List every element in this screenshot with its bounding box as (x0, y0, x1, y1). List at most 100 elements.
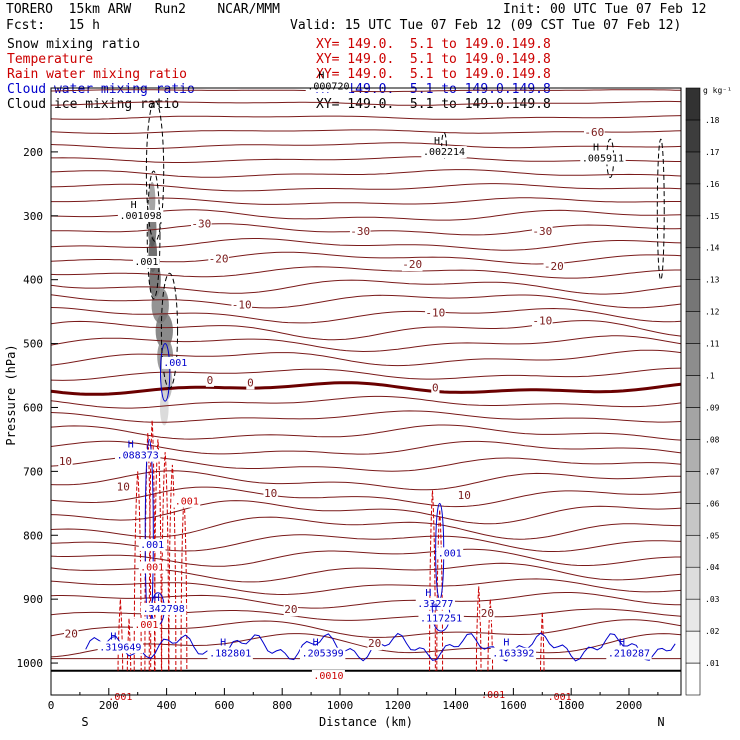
cloud-water-max: .182801 (209, 649, 251, 660)
isotherm (51, 424, 681, 441)
colorbar-label: .16 (705, 180, 720, 189)
colorbar-label: .01 (705, 659, 720, 668)
x-axis-north-label: N (657, 715, 664, 729)
rain-contour (436, 509, 444, 671)
colorbar-band (685, 183, 701, 217)
colorbar-band (685, 215, 701, 249)
colorbar-label: .17 (705, 148, 720, 157)
cloud-water-max-bg (490, 647, 537, 660)
contour-label: .001 (163, 358, 187, 369)
snow-shading (148, 181, 156, 218)
colorbar-band (685, 151, 701, 185)
contour-label-bg (132, 255, 160, 268)
isotherm-label: -60 (584, 126, 604, 139)
cloud-water-max-h: H (154, 593, 160, 604)
cloud-ice-max: .001098 (120, 211, 162, 222)
isotherm-label: 20 (65, 627, 78, 640)
isotherm-label-bg (58, 455, 73, 468)
cloud-water-max: .33277 (417, 599, 453, 610)
field-name: Snow mixing ratio (7, 37, 141, 52)
colorbar-band (685, 87, 701, 121)
contour-label: .0010 (313, 671, 343, 682)
colorbar-label: .09 (705, 403, 720, 412)
cloud-water-max-bg (114, 449, 161, 462)
isotherm (51, 279, 681, 295)
cloud-water-max-h: H (425, 588, 431, 599)
contour-label: .001 (134, 257, 158, 268)
colorbar-label: .15 (705, 212, 720, 221)
isotherm-label-bg (457, 489, 472, 502)
isotherm (51, 578, 681, 596)
isotherm (51, 183, 681, 192)
isotherm-label-bg (543, 261, 565, 274)
y-axis-label: Pressure (hPa) (4, 344, 18, 445)
isotherm (51, 548, 681, 567)
isotherm-label: 0 (207, 374, 214, 387)
isotherm-label-bg (425, 307, 446, 320)
x-axis-label: Distance (km) (319, 715, 413, 729)
colorbar-band (685, 630, 701, 664)
cloud-water-max-h: H (220, 638, 226, 649)
cloud-ice-max-bg (117, 209, 164, 222)
cloud-water-max-bg (418, 612, 464, 625)
y-tick-label: 1000 (17, 657, 44, 670)
cloud-water-max-h: H (431, 603, 437, 614)
isotherm-label-bg (401, 259, 423, 272)
cloud-water-max: .117251 (420, 614, 462, 625)
colorbar-band (685, 439, 701, 472)
isotherm-label: -20 (544, 260, 564, 273)
cloud-ice-contour (441, 132, 447, 159)
cloud-ice-max-h: H (131, 200, 137, 211)
isotherm (51, 349, 681, 367)
isotherm (51, 500, 681, 525)
colorbar-band (685, 662, 701, 696)
cloud-water-contour (144, 438, 154, 632)
isotherm-label: -20 (209, 252, 229, 265)
colorbar-label: .08 (705, 435, 720, 444)
isotherm-label-bg (283, 604, 299, 617)
colorbar-label: .05 (705, 531, 720, 540)
y-tick-label: 600 (23, 401, 43, 414)
cloud-ice-max-h: H (434, 136, 440, 147)
contour-label: .001 (438, 548, 462, 559)
y-tick-label: 700 (23, 465, 43, 478)
x-tick-label: 1000 (327, 699, 354, 712)
cloud-water-max-h: H (110, 631, 116, 642)
isotherm-label: -10 (532, 314, 552, 327)
isotherm-label-bg (116, 481, 131, 494)
isotherm (51, 266, 681, 279)
x-tick-label: 1800 (558, 699, 585, 712)
isotherm-label-bg (231, 299, 253, 312)
y-tick-label: 300 (23, 210, 43, 223)
field-name: Temperature (7, 52, 94, 67)
isotherm (51, 294, 681, 309)
x-tick-label: 200 (99, 699, 119, 712)
contour-label: .001 (134, 620, 158, 631)
colorbar-band (685, 503, 701, 536)
cloud-ice-max-h: H (318, 70, 324, 81)
colorbar-label: .12 (705, 308, 720, 317)
colorbar-band (685, 407, 701, 440)
field-xy: XY= 149.0. 5.1 to 149.0.149.8 (316, 97, 551, 112)
cloud-water-max: .210287 (608, 649, 650, 660)
colorbar-label: .11 (705, 340, 720, 349)
isotherm-zero (51, 381, 681, 396)
rain-contour (429, 490, 436, 671)
rain-contour (153, 439, 162, 671)
rain-contour (168, 464, 177, 671)
init-time: Init: 00 UTC Tue 07 Feb 12 (503, 2, 707, 17)
colorbar-label: .02 (705, 627, 720, 636)
colorbar-band (685, 534, 701, 568)
isotherm-label-bg (531, 315, 553, 328)
colorbar-label: .06 (705, 499, 720, 508)
valid-time: Valid: 15 UTC Tue 07 Feb 12 (09 CST Tue … (290, 18, 682, 33)
isotherm-label-bg (349, 225, 371, 238)
isotherm-label-bg (367, 638, 382, 651)
colorbar-band (685, 566, 701, 600)
field-xy: XY= 149.0. 5.1 to 149.0.149.8 (316, 82, 551, 97)
contour-label: .001 (140, 562, 164, 573)
cloud-water-max: .342798 (143, 604, 185, 615)
isotherm-label-bg (64, 628, 79, 641)
contour-label-bg (161, 356, 189, 369)
colorbar-label: .04 (705, 563, 720, 572)
